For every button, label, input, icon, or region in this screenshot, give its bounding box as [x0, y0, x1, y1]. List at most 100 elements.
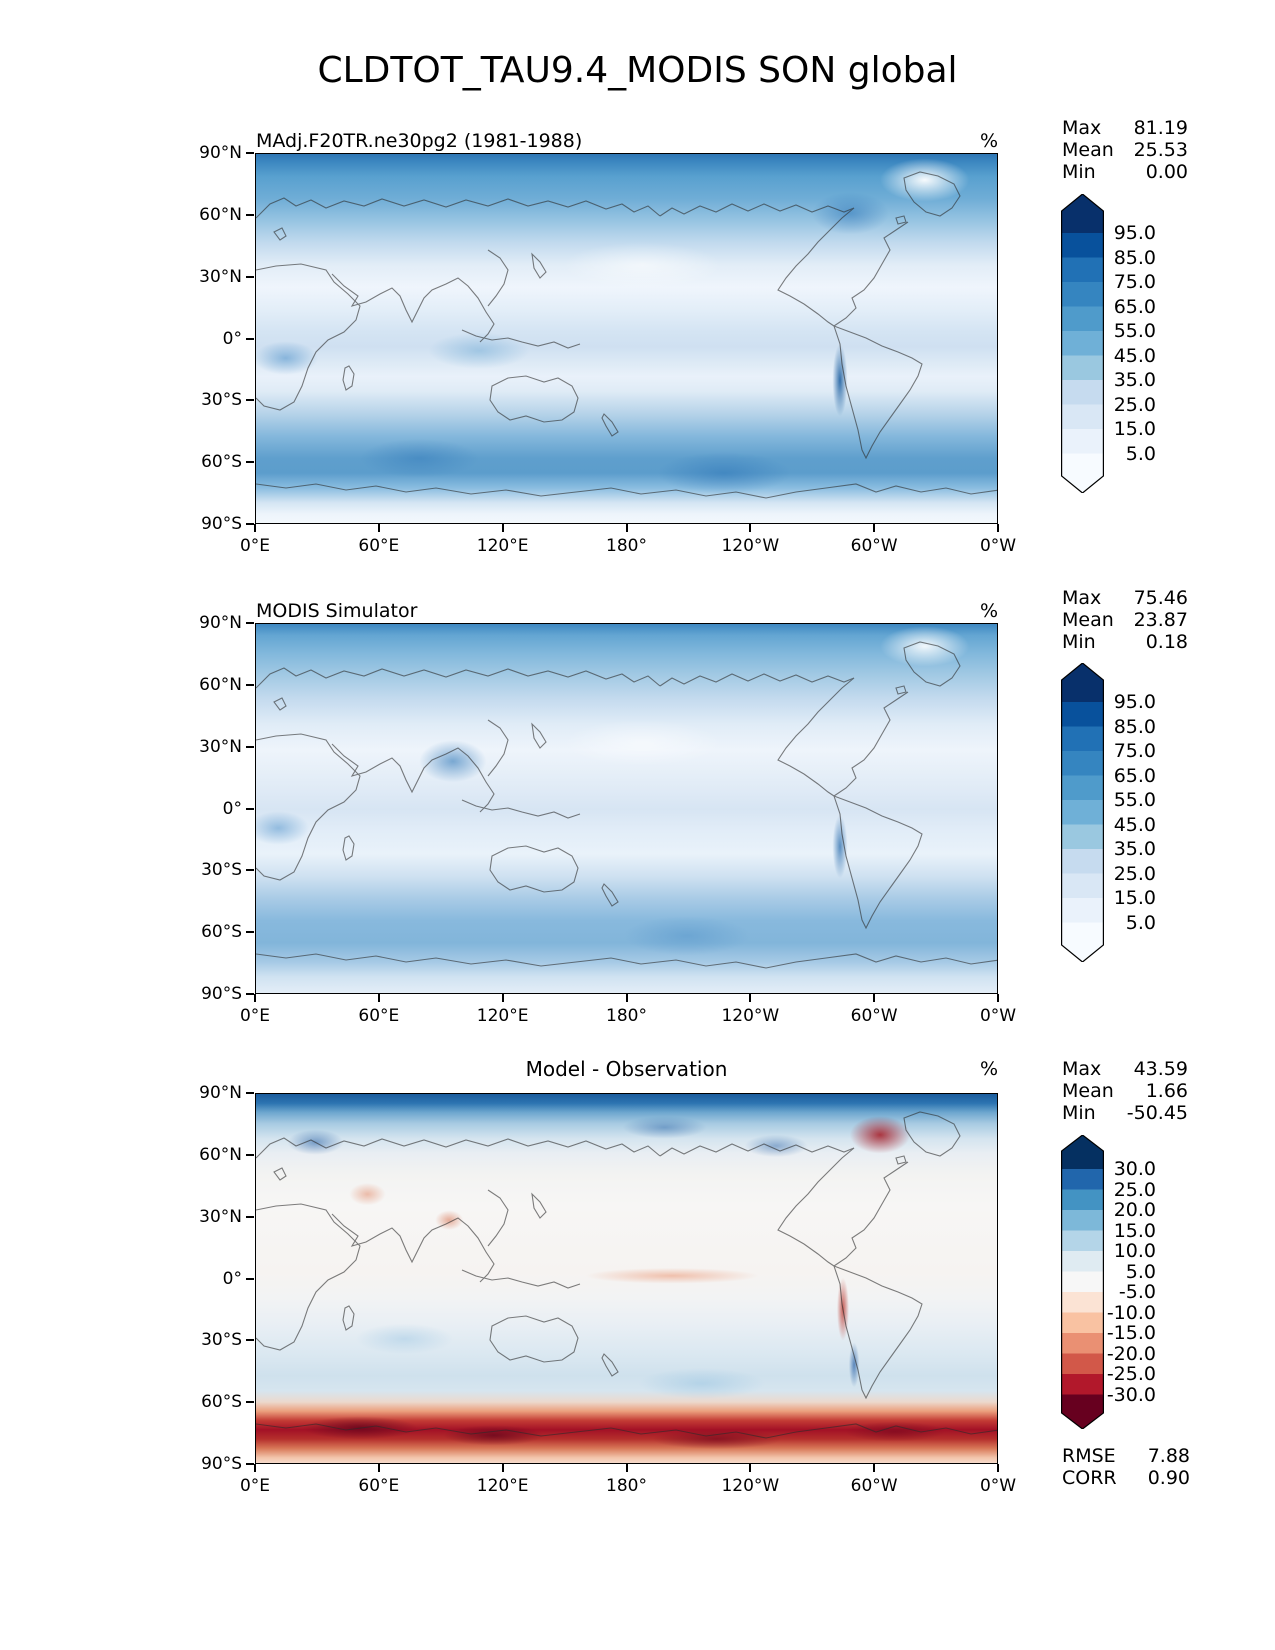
x-axis-tick-label: 180° — [606, 1006, 647, 1026]
stat-row: Mean 1.66 — [1062, 1080, 1188, 1102]
y-axis-tick-label: 90°S — [201, 1454, 242, 1474]
y-axis-tickmark — [246, 869, 254, 872]
y-axis-tickmark — [246, 1215, 254, 1218]
x-axis-tickmark — [377, 524, 380, 532]
colorbar-tick-label: 5.0 — [1125, 1260, 1156, 1283]
colorbar-tick-label: 55.0 — [1113, 789, 1156, 811]
x-axis-tick-label: 0°W — [979, 1476, 1017, 1496]
y-axis-tick-label: 60°N — [199, 674, 242, 695]
y-axis-tick-label: 60°S — [201, 922, 242, 943]
y-axis-tick-label: 30°N — [199, 736, 242, 757]
colorbar-tick-label: 35.0 — [1113, 369, 1156, 391]
colorbar-tick-label: 75.0 — [1113, 740, 1156, 762]
colorbar-tick-label: -5.0 — [1118, 1281, 1156, 1303]
panel3-field-image — [256, 1094, 997, 1463]
panel3-map — [255, 1093, 998, 1464]
colorbar-tick-label: 15.0 — [1113, 1219, 1156, 1242]
x-axis-tick-label: 120°E — [476, 1476, 529, 1496]
y-axis-tickmark — [246, 807, 254, 810]
x-axis-tickmark — [997, 1464, 999, 1472]
stat-label: Mean — [1062, 609, 1114, 631]
colorbar-panel1 — [1061, 194, 1104, 493]
x-axis-tickmark — [254, 994, 256, 1002]
stat-row: Min -50.45 — [1062, 1102, 1188, 1124]
colorbar-tick-label: 95.0 — [1113, 691, 1156, 713]
panel3-coastlines — [256, 1111, 997, 1439]
stat-label: Max — [1062, 117, 1102, 139]
panel3-title: Model - Observation — [525, 1057, 728, 1081]
stat-value: 81.19 — [1133, 117, 1188, 139]
x-axis-tick-label: 180° — [606, 1476, 647, 1496]
x-axis-tick-label: 60°E — [358, 1006, 400, 1026]
x-axis-tickmark — [625, 1464, 628, 1472]
y-axis-tick-label: 0° — [222, 1268, 242, 1289]
y-axis-tick-label: 30°S — [201, 1330, 242, 1351]
x-axis-tickmark — [377, 994, 380, 1002]
stat-label: CORR — [1062, 1467, 1117, 1489]
colorbar-panel3 — [1061, 1135, 1104, 1429]
panel1-map — [255, 153, 998, 524]
y-axis-tickmark — [246, 152, 254, 154]
x-axis-tickmark — [873, 1464, 876, 1472]
colorbar-tick-label: -30.0 — [1106, 1383, 1156, 1406]
x-axis-tick-label: 60°E — [358, 536, 400, 556]
y-axis-tickmark — [246, 275, 254, 278]
y-axis-tick-label: 90°N — [199, 1083, 242, 1103]
y-axis-tick-label: 0° — [222, 328, 242, 349]
stat-value: 43.59 — [1133, 1058, 1188, 1080]
x-axis-tickmark — [749, 524, 752, 532]
y-axis-tick-label: 60°S — [201, 452, 242, 473]
colorbar-tick-label: 5.0 — [1125, 442, 1156, 465]
y-axis-tick-label: 60°N — [199, 1144, 242, 1165]
panel1-units-label: % — [979, 130, 998, 152]
stat-row: Min 0.00 — [1062, 161, 1188, 183]
panel2-field-image — [256, 624, 997, 993]
y-axis-tickmark — [246, 1339, 254, 1342]
stat-row: RMSE 7.88 — [1062, 1445, 1190, 1467]
colorbar-tick-labels: 95.0 85.0 75.0 65.0 55.0 45.0 35.0 25.0 15.0 5.0 — [1098, 663, 1156, 962]
colorbar-tick-label: 75.0 — [1113, 271, 1156, 293]
stat-row: Mean 25.53 — [1062, 139, 1188, 161]
panel3-units-label: % — [979, 1058, 998, 1080]
x-axis-tickmark — [997, 994, 999, 1002]
colorbar-tick-label: 65.0 — [1113, 764, 1156, 787]
y-axis-tick-label: 60°N — [199, 204, 242, 225]
colorbar-tick-label: -20.0 — [1106, 1342, 1156, 1365]
stat-label: RMSE — [1062, 1445, 1116, 1467]
x-axis-tick-label: 0°W — [979, 536, 1017, 556]
y-axis-tickmark — [246, 523, 254, 525]
x-axis-tick-label: 120°E — [476, 536, 529, 556]
panel3-stats: Max 43.59 Mean 1.66 Min -50.45 — [1062, 1058, 1188, 1124]
colorbar-tick-label: 35.0 — [1113, 838, 1156, 860]
y-axis-tickmark — [246, 683, 254, 686]
colorbar-tick-label: 20.0 — [1113, 1199, 1156, 1221]
y-axis-tickmark — [246, 622, 254, 624]
stat-row: Max 75.46 — [1062, 587, 1188, 609]
y-axis-tickmark — [246, 213, 254, 216]
colorbar-tick-label: 85.0 — [1113, 715, 1156, 738]
stat-label: Mean — [1062, 139, 1114, 161]
stat-label: Max — [1062, 587, 1102, 609]
panel3-skill-stats: RMSE 7.88 CORR 0.90 — [1062, 1445, 1190, 1489]
y-axis-tick-label: 90°N — [199, 613, 242, 633]
y-axis-tickmark — [246, 461, 254, 464]
colorbar-panel2 — [1061, 663, 1104, 962]
y-axis-tickmark — [246, 1277, 254, 1280]
stat-value: 25.53 — [1133, 139, 1188, 161]
panel1-coastlines — [256, 171, 997, 499]
colorbar-tick-label: 25.0 — [1113, 1178, 1156, 1201]
stat-value: 0.90 — [1147, 1467, 1190, 1489]
panel2-title: MODIS Simulator — [256, 600, 418, 622]
y-axis-tick-label: 30°S — [201, 860, 242, 881]
x-axis-tick-label: 180° — [606, 536, 647, 556]
stat-value: 7.88 — [1147, 1445, 1190, 1467]
x-axis-tickmark — [501, 524, 504, 532]
colorbar-tick-label: 15.0 — [1113, 418, 1156, 440]
stat-row: Min 0.18 — [1062, 631, 1188, 653]
panel2-map — [255, 623, 998, 994]
x-axis-tick-label: 120°W — [721, 1006, 780, 1026]
x-axis-tickmark — [377, 1464, 380, 1472]
x-axis-tick-label: 0°E — [239, 1476, 271, 1496]
colorbar-tick-label: -10.0 — [1106, 1301, 1156, 1324]
